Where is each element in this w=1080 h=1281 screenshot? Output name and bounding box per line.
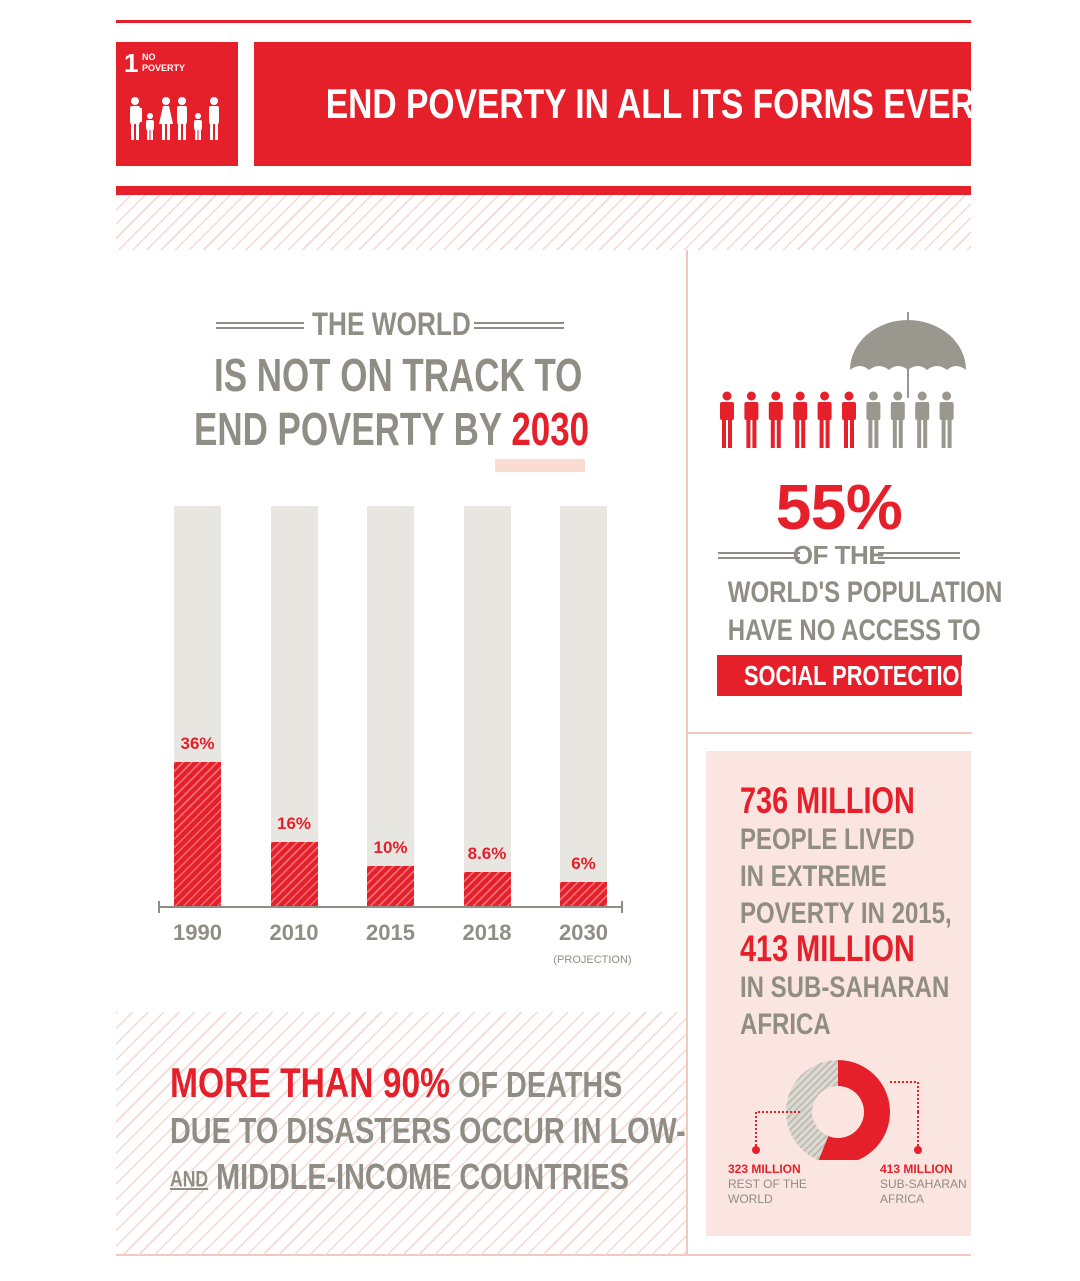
- bar-1990: [174, 762, 221, 906]
- x-axis: [158, 906, 623, 908]
- person-icon: [915, 391, 930, 448]
- goal-label: NO POVERTY: [142, 52, 186, 73]
- person-icon: [890, 391, 905, 448]
- year-underline: [495, 459, 585, 472]
- bar-2030: [560, 882, 607, 906]
- hatched-band: [116, 195, 971, 250]
- ep-line1: 736 MILLION: [740, 780, 915, 821]
- donut-leader-left: [755, 1111, 802, 1146]
- person-icon: [720, 391, 734, 448]
- headline-line3: END POVERTY BY 2030: [194, 403, 590, 455]
- ep-line5: 413 MILLION: [740, 928, 915, 969]
- headline-line2: IS NOT ON TRACK TO: [214, 349, 583, 401]
- person-icon: [793, 391, 808, 448]
- top-rule: [116, 20, 971, 23]
- headline-line1: THE WORLD: [312, 306, 471, 342]
- disasters-highlight: MORE THAN 90%: [170, 1059, 451, 1106]
- person-icon: [939, 391, 954, 448]
- ep-line4: POVERTY IN 2015,: [740, 897, 952, 930]
- sp-line2: WORLD'S POPULATION: [727, 576, 1003, 609]
- bar-track: [270, 506, 318, 906]
- column-divider: [686, 250, 688, 1255]
- donut-slice-ssa: [818, 1060, 890, 1160]
- disasters-panel: [116, 1012, 686, 1255]
- umbrella-people-graphic: [720, 312, 966, 448]
- double-rule: [718, 552, 800, 559]
- bottom-rule: [116, 1254, 971, 1256]
- donut-leader-right: [888, 1081, 919, 1112]
- x-tick-label: 2010: [269, 920, 319, 945]
- title-banner: END POVERTY IN ALL ITS FORMS EVERYWHERE: [254, 42, 1080, 166]
- double-rule: [878, 552, 960, 559]
- bar-track: [560, 506, 607, 906]
- x-tick-label: 2030: [559, 920, 608, 945]
- bar-value-label: 8.6%: [467, 843, 507, 863]
- double-rule: [216, 322, 304, 329]
- sdg-goal-badge: 1 NO POVERTY: [116, 42, 238, 166]
- sp-highlight-box: SOCIAL PROTECTION: [717, 655, 976, 696]
- donut-dot-right: [914, 1146, 922, 1154]
- bar-track: [463, 506, 511, 906]
- headline-year: 2030: [511, 403, 590, 455]
- disasters-line3: AND MIDDLE-INCOME COUNTRIES: [170, 1156, 629, 1197]
- donut-slice-rest: [786, 1060, 838, 1160]
- x-tick-label: 2015: [366, 920, 415, 945]
- header-rule: [116, 186, 971, 195]
- person-icon: [866, 391, 881, 448]
- bar-2015: [367, 866, 414, 906]
- donut-label-rest: 323 MILLION REST OF THE WORLD: [728, 1162, 807, 1206]
- bar-value-label: 6%: [571, 854, 596, 873]
- sp-line3: HAVE NO ACCESS TO: [727, 614, 981, 647]
- person-icon: [744, 391, 759, 448]
- bar-value-label: 10%: [373, 838, 408, 857]
- umbrella-icon: [850, 312, 966, 398]
- bar-value-label: 36%: [180, 734, 215, 753]
- page-title: END POVERTY IN ALL ITS FORMS EVERYWHERE: [325, 80, 1080, 127]
- person-icon: [842, 391, 856, 448]
- bar-2010: [270, 842, 318, 906]
- disasters-line1: MORE THAN 90% OF DEATHS: [170, 1059, 623, 1106]
- sp-line1: OF THE: [792, 540, 886, 570]
- donut-dot-left: [752, 1146, 760, 1154]
- poverty-rate-chart: 36% 1990 16% 2010 10% 2015 8.6% 2018 6% 2030 (PROJ…: [150, 500, 632, 980]
- bar-track: [367, 506, 414, 906]
- social-protection-percent: 55%: [775, 471, 903, 543]
- poverty-donut: [752, 1060, 922, 1160]
- axis-end-tick: [621, 901, 623, 913]
- ep-line2: PEOPLE LIVED: [740, 823, 915, 856]
- person-icon: [768, 391, 783, 448]
- x-tick-label: 2018: [462, 920, 512, 945]
- x-tick-note: (PROJECTION): [553, 954, 632, 966]
- ep-line7: AFRICA: [740, 1008, 831, 1041]
- family-icon: [130, 97, 219, 140]
- person-icon: [817, 391, 832, 448]
- disasters-line2: DUE TO DISASTERS OCCUR IN LOW-: [170, 1110, 686, 1151]
- ep-line3: IN EXTREME: [740, 860, 887, 893]
- ep-line6: IN SUB-SAHARAN: [740, 971, 950, 1004]
- sp-highlight: SOCIAL PROTECTION: [743, 660, 976, 691]
- axis-end-tick: [158, 901, 160, 913]
- right-divider: [686, 732, 972, 734]
- donut-label-ssa: 413 MILLION SUB-SAHARAN AFRICA: [880, 1162, 967, 1206]
- goal-number: 1: [124, 48, 139, 78]
- bar-value-label: 16%: [276, 814, 312, 833]
- bar-2018: [463, 871, 511, 906]
- double-rule: [474, 322, 564, 329]
- x-tick-label: 1990: [173, 920, 222, 945]
